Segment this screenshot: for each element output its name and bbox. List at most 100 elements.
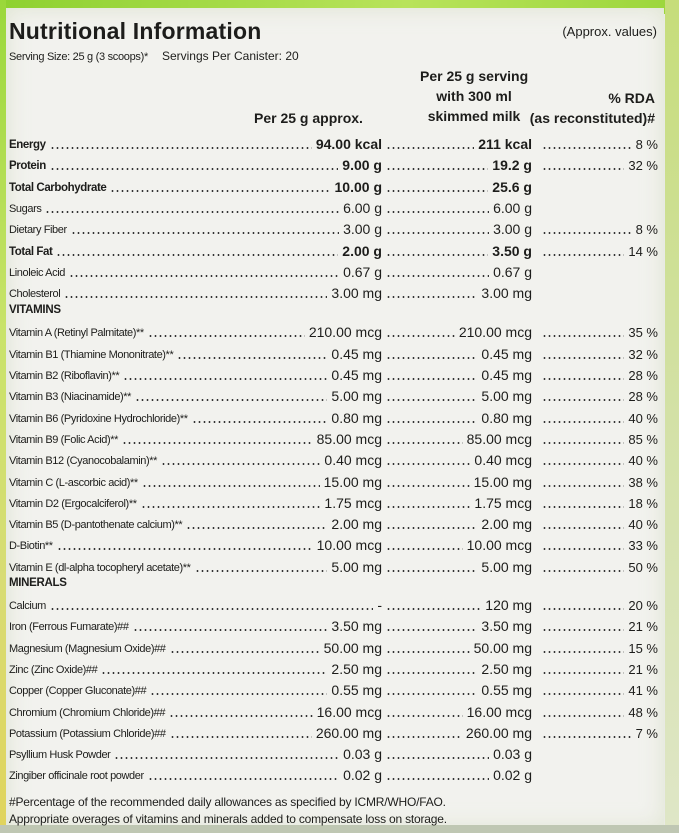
nutrient-name: Iron (Ferrous Fumarate)## (9, 621, 129, 634)
nutrient-name: Vitamin B3 (Niacinamide)** (9, 391, 132, 404)
value-with-milk: 0.03 g (493, 746, 532, 763)
dot-leader (542, 548, 624, 551)
dot-leader (386, 778, 489, 781)
dot-leader (542, 671, 624, 674)
value-with-milk: 50.00 mg (473, 639, 532, 656)
value-per-25g: 5.00 mg (331, 388, 382, 405)
dot-leader (386, 420, 477, 423)
value-with-milk: 0.40 mcg (474, 452, 532, 469)
value-rda: 38 % (628, 474, 658, 490)
dot-leader (542, 608, 624, 610)
dot-leader (386, 253, 488, 256)
value-per-25g: 10.00 mcg (316, 537, 382, 554)
nutrient-row: Copper (Copper Gluconate)## 0.55 mg 0.55 m… (9, 678, 658, 698)
value-with-milk: 2.50 mg (481, 660, 532, 677)
value-per-25g: 260.00 mg (315, 724, 382, 741)
dot-leader (186, 527, 327, 530)
left-label-edge (0, 0, 6, 833)
nutrient-name: Psyllium Husk Powder (9, 749, 111, 762)
nutrient-row: Vitamin E (dl-alpha tocopheryl acetate)*… (9, 555, 658, 575)
value-per-25g: 0.45 mg (331, 345, 382, 362)
nutrient-name: Zingiber officinale root powder (9, 770, 144, 783)
nutrient-row: Vitamin B1 (Thiamine Mononitrate)** 0.45 … (9, 342, 658, 362)
nutrient-row: Potassium (Potassium Chloride)## 260.00 m… (9, 721, 658, 741)
nutrient-row: Linoleic Acid 0.67 g 0.67 g (9, 260, 658, 280)
dot-leader (50, 168, 338, 171)
dot-leader (386, 484, 470, 487)
dot-leader (50, 147, 312, 149)
nutrient-row: D-Biotin** 10.00 mcg 10.00 mcg 33 % (9, 533, 658, 553)
dot-leader (71, 232, 339, 235)
dot-leader (386, 757, 489, 760)
dot-leader (386, 399, 477, 402)
dot-leader (542, 463, 624, 466)
dot-leader (386, 548, 463, 551)
dot-leader (148, 335, 305, 338)
dot-leader (114, 757, 339, 760)
dot-leader (170, 650, 320, 653)
value-per-25g: 0.80 mg (331, 409, 382, 426)
value-with-milk: 5.00 mg (481, 558, 532, 575)
value-with-milk: 3.50 mg (481, 618, 532, 635)
dot-leader (141, 505, 320, 508)
dot-leader (50, 608, 373, 610)
value-per-25g: 15.00 mg (323, 473, 382, 490)
dot-leader (148, 778, 339, 781)
nutrient-row: Iron (Ferrous Fumarate)## 3.50 mg 3.50 mg 2… (9, 614, 658, 634)
column-header-with-milk: Per 25 g serving with 300 ml skimmed mil… (420, 66, 528, 126)
value-with-milk: 0.67 g (493, 263, 532, 280)
dot-leader (386, 378, 477, 380)
value-with-milk: 5.00 mg (481, 388, 532, 405)
serving-info: Serving Size: 25 g (3 scoops)* Servings P… (9, 49, 299, 63)
value-rda: 41 % (628, 683, 658, 699)
value-per-25g: 85.00 mcg (316, 430, 382, 447)
value-rda: 8 % (635, 222, 658, 238)
value-with-milk: 0.45 mg (481, 345, 532, 362)
value-rda: 15 % (628, 640, 658, 656)
minerals-heading: MINERALS (9, 577, 67, 589)
nutrient-row: Dietary Fiber 3.00 g 3.00 g 8 % (9, 217, 658, 237)
nutrient-name: Total Fat (9, 245, 53, 258)
nutrient-row: Vitamin B12 (Cyanocobalamin)** 0.40 mcg 0.… (9, 448, 658, 468)
servings-per-canister: Servings Per Canister: 20 (161, 49, 299, 63)
dot-leader (386, 296, 477, 299)
dot-leader (386, 232, 489, 235)
bottom-label-edge (0, 825, 679, 833)
nutrient-name: Vitamin B9 (Folic Acid)** (9, 433, 119, 446)
nutrient-row: Cholesterol 3.00 mg 3.00 mg (9, 281, 658, 301)
nutrient-name: Vitamin B1 (Thiamine Mononitrate)** (9, 348, 174, 361)
nutrition-panel (6, 8, 664, 828)
dot-leader (386, 463, 470, 466)
dot-leader (64, 296, 327, 299)
value-rda: 48 % (628, 704, 658, 720)
dot-leader (542, 693, 624, 696)
value-per-25g: 2.50 mg (331, 660, 382, 677)
nutrient-name: Zinc (Zinc Oxide)## (9, 663, 98, 676)
panel-title: Nutritional Information (9, 18, 262, 44)
value-rda: 28 % (628, 389, 658, 405)
right-label-edge (665, 0, 679, 833)
value-with-milk: 260.00 mg (465, 724, 532, 741)
value-per-25g: 2.00 mg (331, 516, 382, 533)
value-with-milk: 0.02 g (493, 767, 532, 784)
dot-leader (177, 356, 327, 359)
value-per-25g: 0.55 mg (331, 682, 382, 699)
dot-leader (142, 484, 320, 487)
approx-values-note: (Approx. values) (562, 24, 657, 39)
dot-leader (161, 463, 320, 466)
dot-leader (542, 735, 632, 738)
nutrient-name: Vitamin D2 (Ergocalciferol)** (9, 497, 137, 510)
value-rda: 14 % (628, 243, 658, 259)
value-per-25g: 9.00 g (342, 157, 382, 174)
nutrient-row: Vitamin B9 (Folic Acid)** 85.00 mcg 85.00 … (9, 427, 658, 447)
with-milk-line-2: with 300 ml (436, 88, 512, 104)
value-per-25g: 0.03 g (343, 746, 382, 763)
dot-leader (386, 505, 470, 508)
dot-leader (542, 378, 624, 380)
dot-leader (386, 147, 474, 149)
value-with-milk: 211 kcal (478, 136, 532, 152)
value-rda: 21 % (628, 619, 658, 635)
value-rda: 50 % (628, 559, 658, 575)
value-with-milk: 3.00 g (493, 221, 532, 238)
value-per-25g: 0.67 g (343, 263, 382, 280)
